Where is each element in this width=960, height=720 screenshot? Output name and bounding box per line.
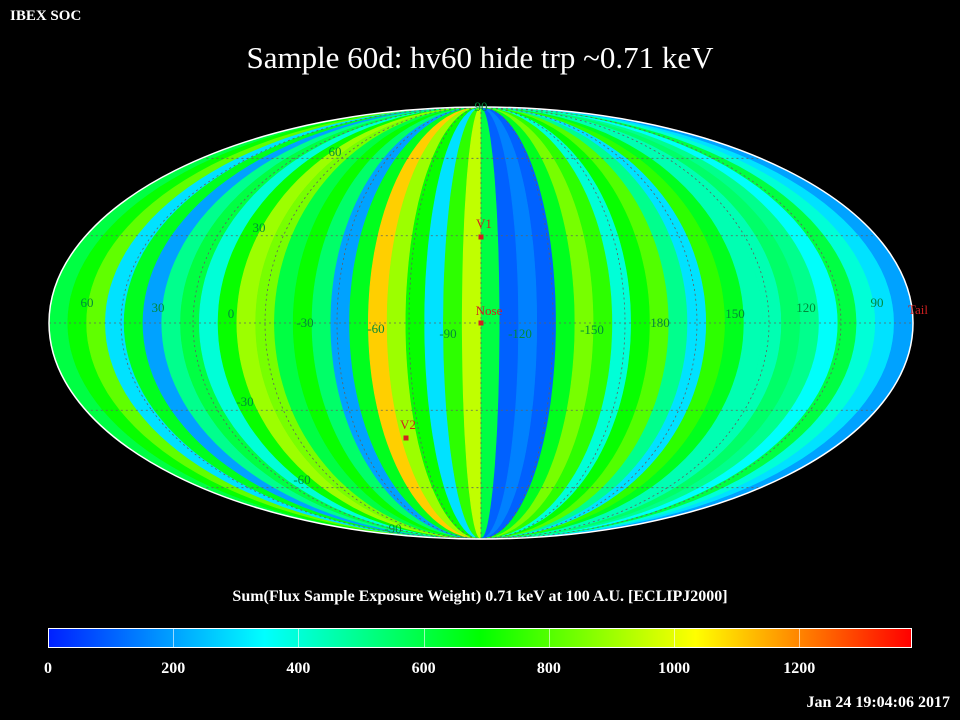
graticule-labels: 90 60 30 -30 -60 -90 60 30 0 -30 -60 -90 -120 -150 180…: [81, 99, 929, 536]
colorbar-tick-mark: [548, 629, 550, 647]
longitude-label: 90: [871, 295, 884, 310]
latitude-label: -30: [236, 394, 253, 409]
longitude-line: [480, 107, 770, 539]
colorbar-tick-label: 0: [44, 660, 52, 677]
colorbar-tick-label: 1200: [783, 660, 816, 677]
longitude-label: -120: [508, 326, 532, 341]
latitude-label: -60: [293, 472, 310, 487]
marker-dot-v2: [403, 435, 409, 441]
marker-dot-v1: [478, 234, 484, 240]
longitude-label: -150: [580, 322, 604, 337]
longitude-line: [408, 107, 482, 539]
marker-label-v1: V1: [476, 216, 492, 231]
colorbar-tick-mark: [799, 629, 801, 647]
longitude-line: [120, 107, 482, 539]
map-title: Sample 60d: hv60 hide trp ~0.71 keV: [246, 40, 714, 75]
longitude-line: [336, 107, 482, 539]
latitude-label: -90: [384, 521, 401, 536]
longitude-line: [480, 107, 554, 539]
colorbar: [48, 628, 912, 648]
colorbar-caption: Sum(Flux Sample Exposure Weight) 0.71 ke…: [232, 588, 728, 605]
colorbar-tick-mark: [674, 629, 676, 647]
marker-label-v2: V2: [400, 417, 416, 432]
app-label: IBEX SOC: [10, 8, 82, 24]
longitude-label: 30: [152, 300, 165, 315]
longitude-label: -60: [367, 321, 384, 336]
map-outline: [48, 106, 914, 540]
timestamp: Jan 24 19:04:06 2017: [806, 694, 950, 711]
latitude-label: 90: [475, 99, 488, 114]
longitude-label: -30: [296, 315, 313, 330]
longitude-label: 150: [725, 306, 745, 321]
map-markers: [403, 234, 484, 441]
marker-dot-nose: [478, 320, 484, 326]
colorbar-tick-label: 400: [286, 660, 311, 677]
colorbar-tick-label: 1000: [658, 660, 691, 677]
longitude-line: [480, 107, 842, 539]
longitude-line: [192, 107, 482, 539]
longitude-label: 0: [228, 306, 235, 321]
longitude-label: -90: [439, 326, 456, 341]
latitude-label: 30: [253, 220, 266, 235]
longitude-line: [264, 107, 482, 539]
longitude-label: 180: [650, 315, 670, 330]
longitude-line: [480, 107, 698, 539]
colorbar-tick-mark: [423, 629, 425, 647]
longitude-label: 120: [796, 300, 816, 315]
marker-label-nose: Nose: [476, 303, 503, 318]
colorbar-tick-mark: [173, 629, 175, 647]
colorbar-tick-label: 800: [536, 660, 561, 677]
marker-label-tail: Tail: [908, 302, 928, 317]
colorbar-tick-label: 600: [411, 660, 436, 677]
colorbar-tick-mark: [298, 629, 300, 647]
longitude-label: 60: [81, 295, 94, 310]
longitude-line: [480, 107, 626, 539]
latitude-label: 60: [329, 144, 342, 159]
colorbar-tick-label: 200: [161, 660, 186, 677]
